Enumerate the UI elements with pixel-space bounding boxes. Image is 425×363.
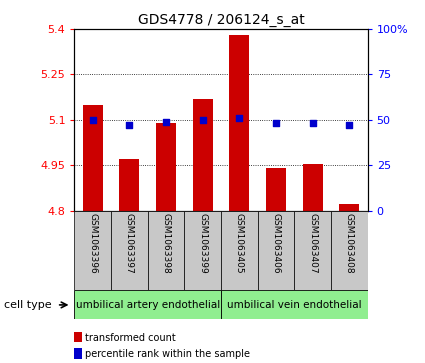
Bar: [82, 105, 103, 211]
Bar: [221, 211, 258, 290]
Text: percentile rank within the sample: percentile rank within the sample: [85, 349, 250, 359]
Text: GSM1063397: GSM1063397: [125, 213, 134, 274]
Text: GSM1063408: GSM1063408: [345, 213, 354, 274]
Bar: [294, 211, 331, 290]
Bar: [229, 35, 249, 211]
Text: umbilical artery endothelial: umbilical artery endothelial: [76, 300, 220, 310]
Text: GSM1063396: GSM1063396: [88, 213, 97, 274]
Bar: [339, 204, 360, 211]
Text: transformed count: transformed count: [85, 333, 176, 343]
Text: GSM1063399: GSM1063399: [198, 213, 207, 274]
Bar: [184, 211, 221, 290]
Point: [163, 119, 170, 125]
Text: cell type: cell type: [4, 300, 52, 310]
Point: [236, 115, 243, 121]
Point: [272, 121, 279, 126]
FancyBboxPatch shape: [221, 290, 368, 319]
Text: GSM1063407: GSM1063407: [308, 213, 317, 274]
Title: GDS4778 / 206124_s_at: GDS4778 / 206124_s_at: [138, 13, 304, 26]
Bar: [303, 164, 323, 211]
Bar: [148, 211, 184, 290]
Point: [199, 117, 206, 123]
Bar: [331, 211, 368, 290]
Point: [309, 121, 316, 126]
FancyBboxPatch shape: [74, 290, 221, 319]
Bar: [258, 211, 294, 290]
Point: [126, 122, 133, 128]
Text: GSM1063398: GSM1063398: [162, 213, 170, 274]
Bar: [266, 168, 286, 211]
Point: [89, 117, 96, 123]
Text: GSM1063406: GSM1063406: [272, 213, 280, 274]
Bar: [119, 159, 139, 211]
Text: umbilical vein endothelial: umbilical vein endothelial: [227, 300, 362, 310]
Bar: [156, 123, 176, 211]
Bar: [74, 211, 111, 290]
Bar: [193, 99, 213, 211]
Point: [346, 122, 353, 128]
Bar: [111, 211, 148, 290]
Text: GSM1063405: GSM1063405: [235, 213, 244, 274]
